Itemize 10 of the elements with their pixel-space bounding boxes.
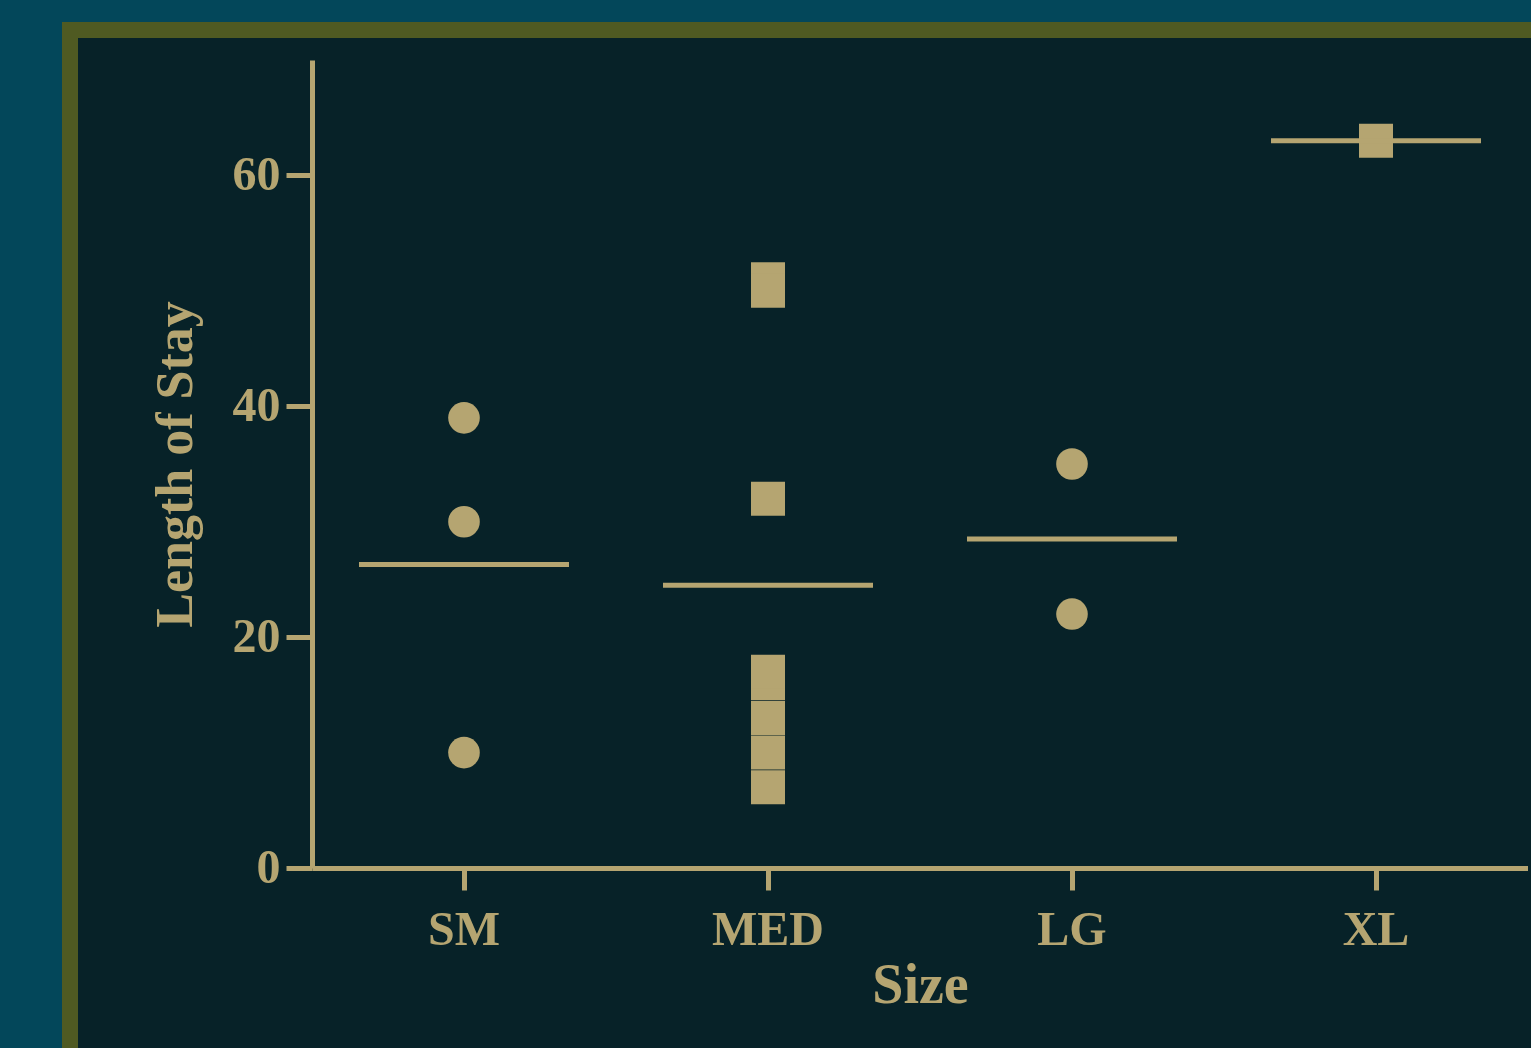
y-tick-label: 40: [232, 377, 281, 431]
y-tick-label: 60: [232, 146, 281, 200]
y-tick-label: 20: [232, 608, 281, 662]
x-tick-label: SM: [428, 901, 500, 955]
y-tick-label: 0: [256, 839, 281, 893]
x-tick-label: LG: [1037, 901, 1107, 955]
x-axis-title: Size: [872, 952, 969, 1015]
y-axis-title: Length of Stay: [145, 301, 203, 628]
x-tick-label: MED: [712, 901, 824, 955]
x-tick-label: XL: [1342, 901, 1410, 955]
